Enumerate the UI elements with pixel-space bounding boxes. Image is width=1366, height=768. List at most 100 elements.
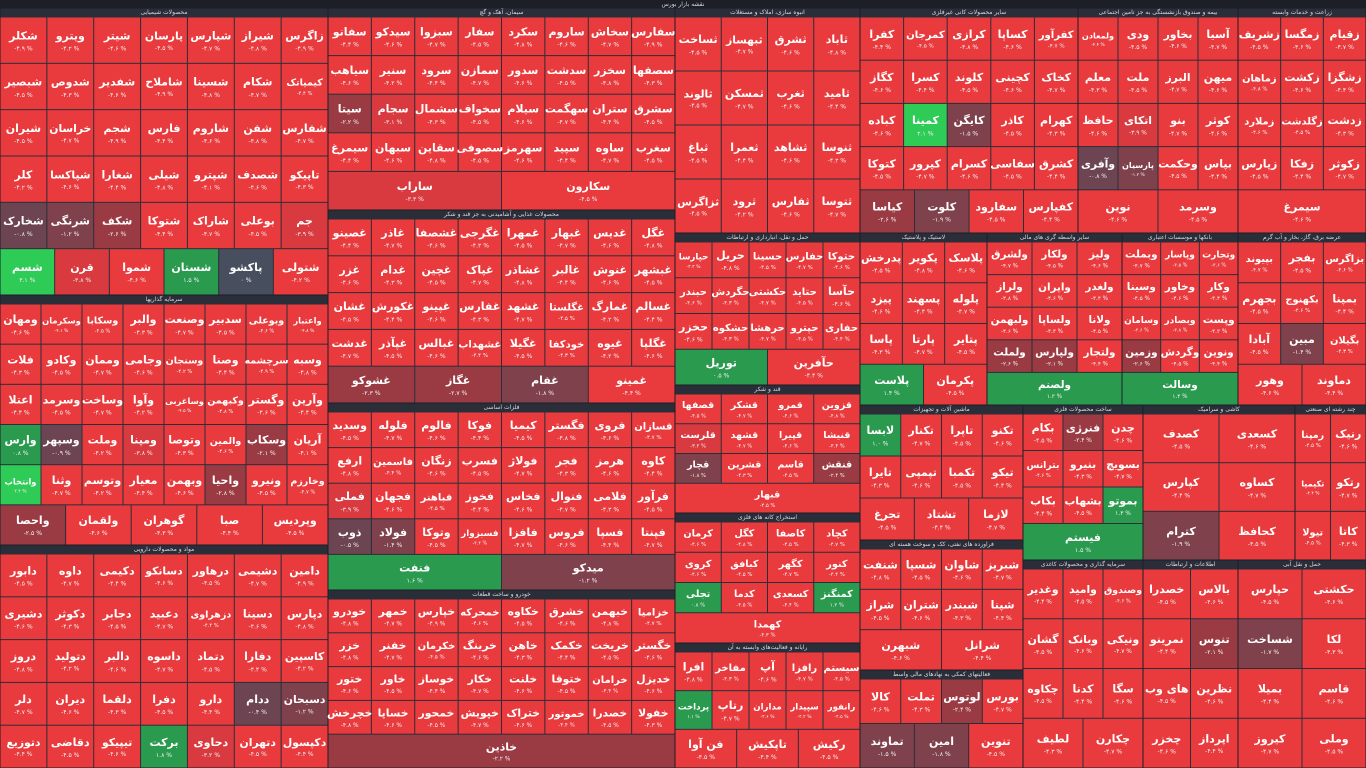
- tile[interactable]: [502, 519, 545, 554]
- tile[interactable]: [1238, 190, 1366, 233]
- tile[interactable]: [1158, 17, 1198, 60]
- tile[interactable]: [721, 552, 767, 582]
- tile[interactable]: [82, 425, 123, 465]
- tile[interactable]: [1023, 451, 1063, 487]
- tile[interactable]: [41, 304, 82, 344]
- tile[interactable]: [545, 633, 588, 667]
- tile[interactable]: [187, 554, 234, 597]
- tile[interactable]: [982, 679, 1023, 724]
- tile[interactable]: [982, 456, 1023, 498]
- tile[interactable]: [234, 640, 281, 682]
- tile[interactable]: [502, 17, 545, 56]
- tile[interactable]: [860, 324, 902, 364]
- tile[interactable]: [1198, 103, 1238, 147]
- tile[interactable]: [187, 725, 234, 768]
- tile[interactable]: [860, 414, 901, 456]
- tile[interactable]: [187, 682, 234, 725]
- tile[interactable]: [945, 283, 987, 323]
- tile[interactable]: [41, 465, 82, 505]
- tile[interactable]: [768, 349, 860, 385]
- tile[interactable]: [860, 456, 901, 498]
- tile[interactable]: [632, 667, 675, 700]
- tile[interactable]: [1302, 364, 1366, 405]
- tile[interactable]: [545, 448, 588, 483]
- tile[interactable]: [1034, 103, 1078, 147]
- tile[interactable]: [141, 597, 187, 640]
- tile[interactable]: [768, 454, 814, 483]
- tile[interactable]: [1295, 414, 1331, 463]
- tile[interactable]: [0, 156, 47, 202]
- tile[interactable]: [287, 304, 328, 344]
- tile[interactable]: [1302, 669, 1366, 718]
- tile[interactable]: [1158, 147, 1198, 190]
- tile[interactable]: [860, 724, 914, 768]
- tile[interactable]: [588, 412, 632, 448]
- tile[interactable]: [814, 71, 860, 125]
- tile[interactable]: [632, 412, 675, 448]
- tile[interactable]: [371, 700, 415, 734]
- tile[interactable]: [1063, 619, 1103, 668]
- tile[interactable]: [458, 256, 501, 293]
- tile[interactable]: [721, 71, 767, 125]
- tile[interactable]: [632, 633, 675, 667]
- tile[interactable]: [0, 554, 47, 597]
- tile[interactable]: [371, 17, 415, 56]
- tile[interactable]: [246, 344, 287, 384]
- tile[interactable]: [1024, 190, 1078, 233]
- tile[interactable]: [860, 147, 904, 190]
- tile[interactable]: [1238, 324, 1281, 364]
- tile[interactable]: [902, 324, 945, 364]
- tile[interactable]: [0, 344, 41, 384]
- tile[interactable]: [1063, 669, 1103, 718]
- tile[interactable]: [0, 249, 55, 295]
- tile[interactable]: [0, 425, 41, 465]
- tile[interactable]: [328, 219, 371, 256]
- tile[interactable]: [187, 202, 234, 249]
- tile[interactable]: [1161, 340, 1199, 372]
- tile[interactable]: [1143, 463, 1219, 511]
- tile[interactable]: [246, 384, 287, 424]
- tile[interactable]: [141, 63, 187, 110]
- tile[interactable]: [0, 505, 66, 545]
- tile[interactable]: [141, 640, 187, 682]
- tile[interactable]: [234, 682, 281, 725]
- tile[interactable]: [860, 589, 901, 630]
- tile[interactable]: [749, 278, 786, 313]
- tile[interactable]: [588, 483, 632, 519]
- tile[interactable]: [901, 679, 941, 724]
- tile[interactable]: [823, 691, 860, 729]
- tile[interactable]: [94, 640, 141, 682]
- tile[interactable]: [1078, 60, 1118, 103]
- tile[interactable]: [1199, 340, 1238, 372]
- tile[interactable]: [721, 125, 767, 179]
- tile[interactable]: [281, 682, 328, 725]
- tile[interactable]: [0, 597, 47, 640]
- tile[interactable]: [1302, 569, 1366, 619]
- tile[interactable]: [901, 456, 941, 498]
- tile[interactable]: [328, 329, 371, 366]
- tile[interactable]: [502, 56, 545, 94]
- tile[interactable]: [545, 133, 588, 171]
- tile[interactable]: [141, 17, 187, 63]
- tile[interactable]: [987, 242, 1032, 275]
- tile[interactable]: [588, 700, 632, 734]
- tile[interactable]: [94, 110, 141, 156]
- tile[interactable]: [1078, 190, 1158, 233]
- tile[interactable]: [1199, 242, 1238, 275]
- tile[interactable]: [371, 448, 415, 483]
- tile[interactable]: [328, 554, 502, 590]
- tile[interactable]: [860, 190, 915, 233]
- tile[interactable]: [721, 522, 767, 552]
- tile[interactable]: [1023, 718, 1083, 768]
- tile[interactable]: [141, 682, 187, 725]
- tile[interactable]: [328, 734, 675, 768]
- tile[interactable]: [502, 483, 545, 519]
- tile[interactable]: [1331, 463, 1366, 511]
- tile[interactable]: [1281, 324, 1323, 364]
- tile[interactable]: [371, 599, 415, 633]
- tile[interactable]: [675, 125, 721, 179]
- tile[interactable]: [234, 202, 281, 249]
- tile[interactable]: [415, 329, 458, 366]
- tile[interactable]: [545, 256, 588, 293]
- tile[interactable]: [1238, 364, 1302, 405]
